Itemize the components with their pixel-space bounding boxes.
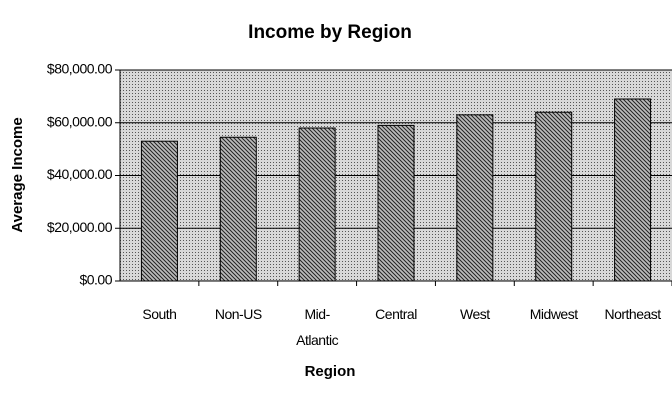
bar (298, 127, 336, 282)
y-tick-label: $20,000.00 (47, 219, 113, 235)
x-tick-label: Midwest (529, 306, 578, 322)
chart-title: Income by Region (248, 22, 412, 43)
bar (456, 114, 494, 282)
x-tick-label: Central (375, 306, 417, 322)
x-tick-label: Northeast (604, 306, 661, 322)
x-tick-label: West (460, 306, 490, 322)
y-tick-label: $40,000.00 (47, 166, 113, 182)
bar (140, 140, 178, 282)
x-tick-label: Mid-Atlantic (296, 306, 339, 348)
bar (535, 111, 573, 282)
y-tick-label: $0.00 (79, 272, 112, 288)
y-tick-label: $80,000.00 (47, 61, 113, 77)
bar (614, 98, 652, 282)
x-axis-label: Region (305, 363, 356, 380)
x-tick-label: South (142, 306, 177, 322)
x-tick-label: Non-US (214, 306, 262, 322)
bar (377, 124, 415, 282)
y-axis-label: Average Income (9, 117, 26, 232)
y-tick-label: $60,000.00 (47, 113, 113, 129)
bar (219, 136, 257, 282)
